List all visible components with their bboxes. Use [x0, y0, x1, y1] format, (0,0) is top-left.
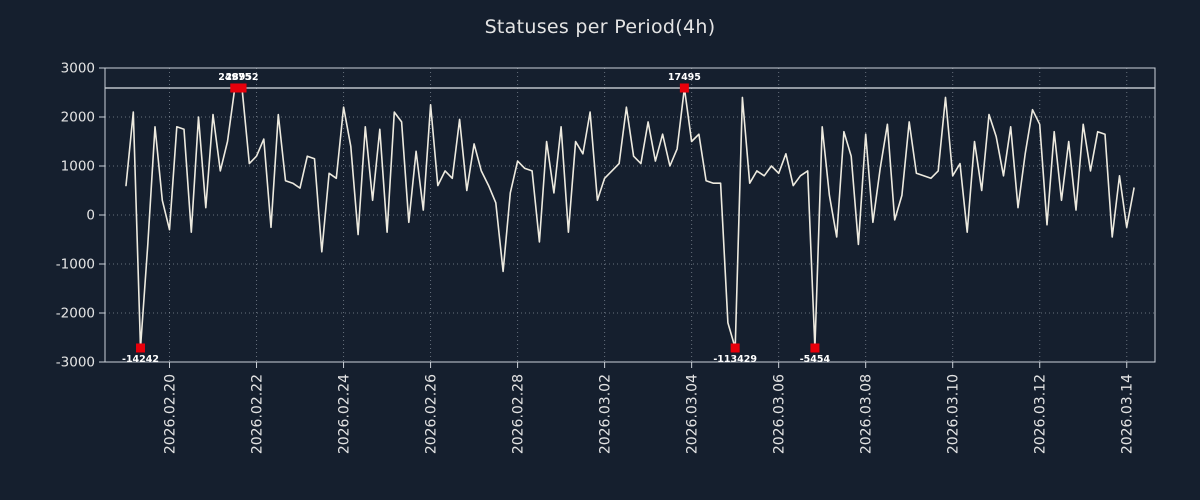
y-tick-label: 1000: [61, 159, 95, 175]
y-tick-label: 0: [86, 208, 95, 224]
extreme-marker-label: -5454: [800, 354, 831, 365]
y-tick-label: -2000: [56, 306, 95, 322]
x-tick-label: 2026.02.22: [250, 374, 266, 454]
x-tick-label: 2026.02.28: [511, 374, 527, 454]
extreme-marker-label: 24975: [218, 72, 251, 83]
extreme-marker-label: 28952: [225, 72, 258, 83]
extreme-marker: [810, 343, 820, 353]
x-tick-label: 2026.02.26: [424, 374, 440, 454]
y-tick-label: 3000: [61, 61, 95, 77]
x-tick-label: 2026.03.10: [946, 374, 962, 454]
extreme-marker: [230, 83, 240, 93]
extreme-marker: [730, 343, 740, 353]
extreme-marker-label: -113429: [713, 354, 757, 365]
extreme-marker: [679, 83, 689, 93]
extreme-marker: [136, 343, 146, 353]
x-tick-label: 2026.03.06: [772, 374, 788, 454]
chart-title: Statuses per Period(4h): [484, 16, 716, 38]
y-tick-label: -1000: [56, 257, 95, 273]
extreme-marker: [237, 83, 247, 93]
x-tick-label: 2026.03.04: [685, 374, 701, 454]
x-tick-label: 2026.03.02: [598, 374, 614, 454]
x-tick-label: 2026.03.14: [1120, 374, 1136, 454]
y-tick-label: -3000: [56, 355, 95, 371]
x-tick-label: 2026.02.20: [163, 374, 179, 454]
series-line: [125, 87, 1135, 349]
extreme-marker-label: -14242: [122, 354, 159, 365]
y-tick-label: 2000: [61, 110, 95, 126]
x-tick-label: 2026.02.24: [337, 374, 353, 454]
extreme-marker-label: 17495: [668, 72, 701, 83]
x-tick-label: 2026.03.12: [1033, 374, 1049, 454]
x-tick-label: 2026.03.08: [859, 374, 875, 454]
